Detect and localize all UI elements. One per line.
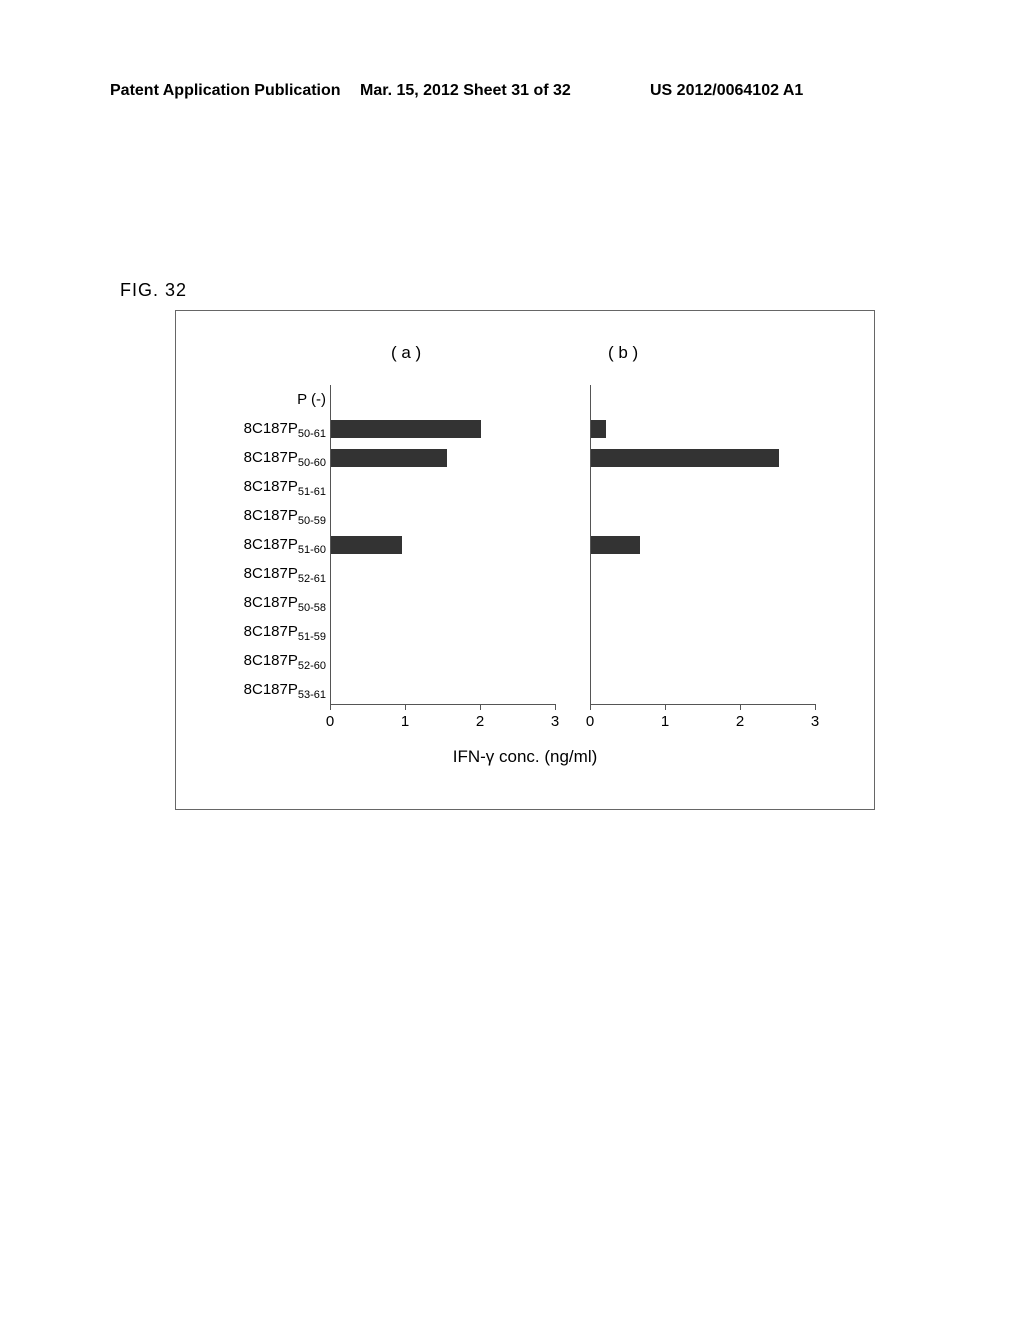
y-axis-labels: P (-) 8C187P50-61 8C187P50-60 8C187P51-6… xyxy=(186,385,326,704)
panel-a-tick-label-1: 1 xyxy=(401,713,409,730)
figure-label: FIG. 32 xyxy=(120,280,187,301)
panel-b-bar-5 xyxy=(591,536,640,554)
panel-b-tick-3 xyxy=(815,704,816,710)
chart-container: ( a ) ( b ) P (-) 8C187P50-61 8C187P50-6… xyxy=(175,310,875,810)
panel-b-tick-0 xyxy=(590,704,591,710)
panel-b-tick-label-0: 0 xyxy=(586,713,594,730)
panel-a-bar-5 xyxy=(331,536,402,554)
y-label-1: 8C187P50-61 xyxy=(186,414,326,443)
y-label-7: 8C187P50-58 xyxy=(186,588,326,617)
panel-a-tick-label-0: 0 xyxy=(326,713,334,730)
y-label-2: 8C187P50-60 xyxy=(186,443,326,472)
header-right: US 2012/0064102 A1 xyxy=(650,82,803,100)
chart-panel-b: 0123 xyxy=(590,385,815,704)
panel-b-tick-2 xyxy=(740,704,741,710)
y-label-4: 8C187P50-59 xyxy=(186,501,326,530)
panel-a-label: ( a ) xyxy=(391,343,421,363)
panel-a-tick-label-3: 3 xyxy=(551,713,559,730)
panel-b-tick-1 xyxy=(665,704,666,710)
y-label-5: 8C187P51-60 xyxy=(186,530,326,559)
x-axis-title: IFN-γ conc. (ng/ml) xyxy=(176,747,874,767)
chart-panel-a: 0123 xyxy=(330,385,555,704)
panel-b-bar-2 xyxy=(591,449,779,467)
panel-b-tick-label-3: 3 xyxy=(811,713,819,730)
header-left: Patent Application Publication xyxy=(110,82,341,100)
y-label-0: P (-) xyxy=(186,385,326,414)
panel-a-bar-1 xyxy=(331,420,481,438)
y-label-8: 8C187P51-59 xyxy=(186,617,326,646)
y-label-3: 8C187P51-61 xyxy=(186,472,326,501)
panel-a-tick-3 xyxy=(555,704,556,710)
y-label-6: 8C187P52-61 xyxy=(186,559,326,588)
panel-b-tick-label-1: 1 xyxy=(661,713,669,730)
panel-a-tick-1 xyxy=(405,704,406,710)
panel-b-label: ( b ) xyxy=(608,343,638,363)
plot-area: 0123 0123 xyxy=(330,385,850,704)
panel-b-tick-label-2: 2 xyxy=(736,713,744,730)
axis-x-a xyxy=(330,704,555,705)
panel-a-tick-2 xyxy=(480,704,481,710)
y-label-9: 8C187P52-60 xyxy=(186,646,326,675)
panel-a-bar-2 xyxy=(331,449,447,467)
y-label-10: 8C187P53-61 xyxy=(186,675,326,704)
panel-a-tick-0 xyxy=(330,704,331,710)
panel-a-tick-label-2: 2 xyxy=(476,713,484,730)
header-mid: Mar. 15, 2012 Sheet 31 of 32 xyxy=(360,82,571,100)
axis-x-b xyxy=(590,704,815,705)
panel-b-bar-1 xyxy=(591,420,606,438)
